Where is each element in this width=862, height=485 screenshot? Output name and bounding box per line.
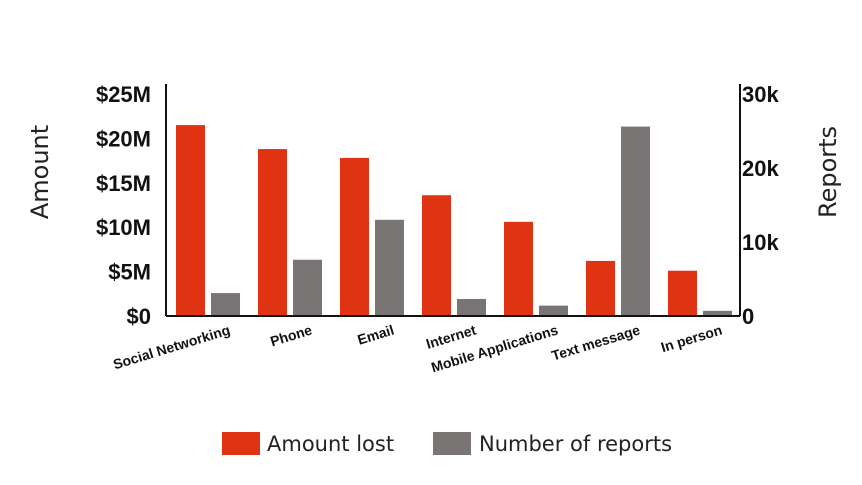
- bar-number-of-reports-phone: [293, 259, 322, 316]
- bar-number-of-reports-email: [375, 219, 404, 316]
- x-tick-label-text-message: Text message: [550, 322, 642, 364]
- x-tick-label-in-person: In person: [659, 322, 724, 356]
- bar-amount-lost-internet: [422, 195, 451, 316]
- bar-number-of-reports-text-message: [621, 126, 650, 316]
- bar-amount-lost-email: [340, 157, 369, 316]
- bar-number-of-reports-social-networking: [211, 293, 240, 316]
- legend-swatch-number-of-reports: [433, 432, 471, 455]
- legend: Amount lost Number of reports: [222, 432, 672, 456]
- legend-swatch-amount-lost: [222, 432, 260, 455]
- x-tick-label-phone: Phone: [268, 322, 314, 350]
- y2-tick-label: 10k: [742, 230, 779, 255]
- bar-number-of-reports-in-person: [703, 310, 732, 316]
- bar-amount-lost-mobile-applications: [504, 221, 533, 316]
- bar-amount-lost-phone: [258, 149, 287, 316]
- bar-amount-lost-in-person: [668, 270, 697, 316]
- bar-amount-lost-text-message: [586, 260, 615, 316]
- x-axis: Social Networking Phone Email InternetMobil…: [111, 315, 740, 375]
- y-axis-right: 0 10k 20k 30k: [739, 82, 779, 329]
- y2-tick-label: 20k: [742, 156, 779, 181]
- y-tick-label: $10M: [96, 215, 151, 240]
- bar-number-of-reports-mobile-applications: [539, 305, 568, 316]
- y2-tick-label: 30k: [742, 82, 779, 107]
- y2-tick-label: 0: [742, 304, 754, 329]
- y-tick-label: $5M: [108, 260, 151, 285]
- y-tick-label: $25M: [96, 82, 151, 107]
- y-tick-label: $15M: [96, 171, 151, 196]
- y-axis-title: Amount: [26, 125, 54, 219]
- y2-axis-title: Reports: [814, 126, 842, 218]
- x-tick-label-email: Email: [355, 322, 395, 348]
- bars: [176, 125, 732, 316]
- legend-label-amount-lost: Amount lost: [267, 432, 394, 456]
- y-axis-left: $0 $5M $10M $15M $20M $25M: [96, 82, 167, 329]
- y-tick-label: $20M: [96, 126, 151, 151]
- bar-amount-lost-social-networking: [176, 125, 205, 316]
- y-tick-label: $0: [127, 304, 151, 329]
- x-tick-label-social-networking: Social Networking: [111, 322, 232, 373]
- bar-number-of-reports-internet: [457, 298, 486, 316]
- legend-label-number-of-reports: Number of reports: [479, 432, 672, 456]
